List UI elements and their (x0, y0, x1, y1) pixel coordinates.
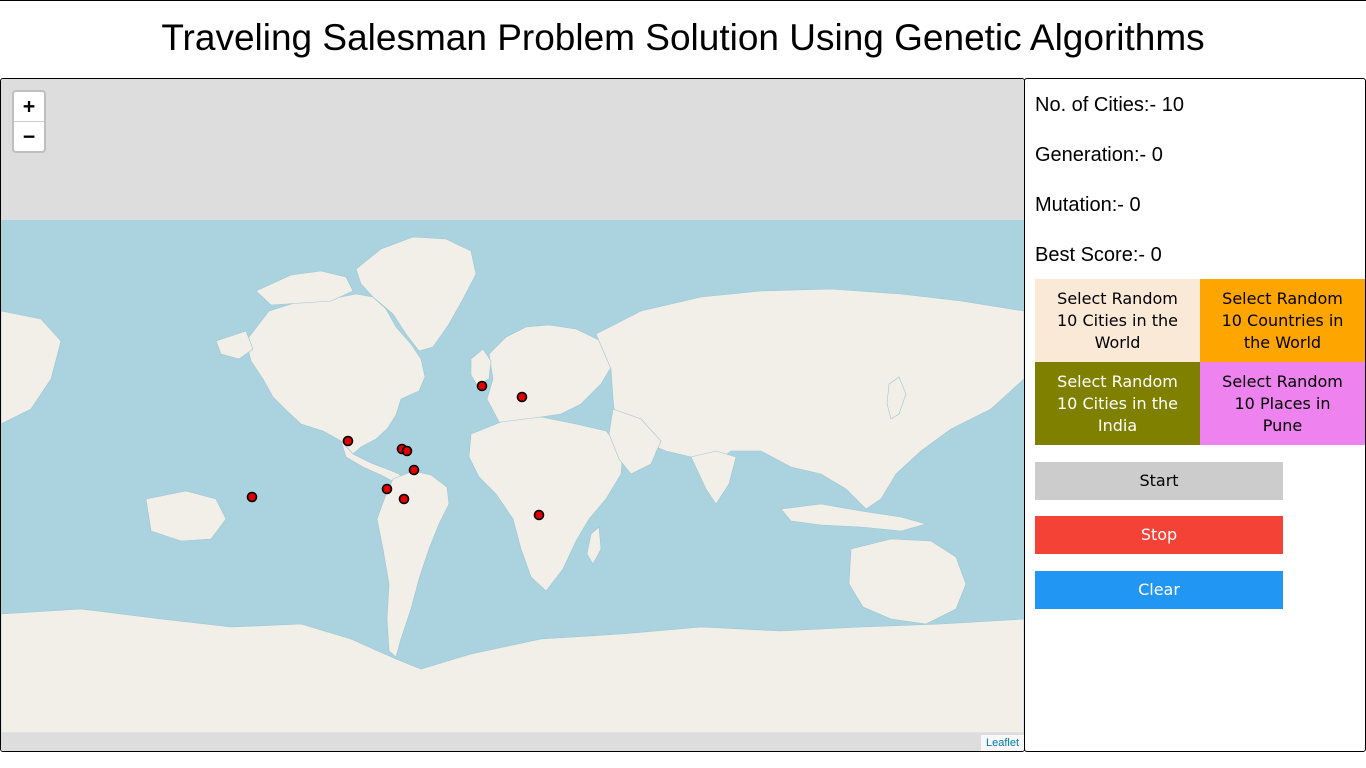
city-marker[interactable] (401, 445, 413, 457)
generation-count: Generation:- 0 (1035, 144, 1163, 166)
start-button[interactable]: Start (1035, 462, 1283, 500)
zoom-out-button[interactable]: − (22, 124, 36, 148)
australia-landmass (848, 538, 967, 625)
city-marker[interactable] (516, 391, 528, 403)
zoom-in-button[interactable]: + (14, 92, 44, 122)
random-pune-places-button[interactable]: Select Random 10 Places in Pune (1200, 362, 1365, 445)
leaflet-attribution-link[interactable]: Leaflet (980, 735, 1024, 751)
random-india-cities-button[interactable]: Select Random 10 Cities in the India (1035, 362, 1200, 445)
stop-button[interactable]: Stop (1035, 516, 1283, 554)
top-border (0, 0, 1366, 1)
city-marker[interactable] (381, 483, 393, 495)
cities-count: No. of Cities:- 10 (1035, 94, 1184, 116)
city-marker[interactable] (246, 491, 258, 503)
random-world-cities-button[interactable]: Select Random 10 Cities in the World (1035, 279, 1200, 362)
city-marker[interactable] (533, 509, 545, 521)
city-marker[interactable] (398, 493, 410, 505)
africa-landmass (468, 416, 624, 592)
south-america-landmass (376, 470, 450, 658)
page-title: Traveling Salesman Problem Solution Usin… (161, 17, 1205, 58)
city-marker[interactable] (408, 464, 420, 476)
world-map[interactable] (1, 79, 1024, 751)
city-marker[interactable] (342, 435, 354, 447)
north-america-landmass (245, 293, 426, 455)
zoom-control: + − (12, 90, 46, 153)
best-score: Best Score:- 0 (1035, 244, 1162, 266)
control-panel: No. of Cities:- 10 Generation:- 0 Mutati… (1024, 78, 1366, 752)
city-marker[interactable] (476, 380, 488, 392)
mutation-count: Mutation:- 0 (1035, 194, 1141, 216)
map-container[interactable]: + − Leaflet (0, 78, 1025, 752)
random-world-countries-button[interactable]: Select Random 10 Countries in the World (1200, 279, 1365, 362)
antarctica-landmass (1, 608, 1024, 734)
city-markers (246, 380, 545, 521)
greenland-landmass (355, 236, 477, 352)
clear-button[interactable]: Clear (1035, 571, 1283, 609)
